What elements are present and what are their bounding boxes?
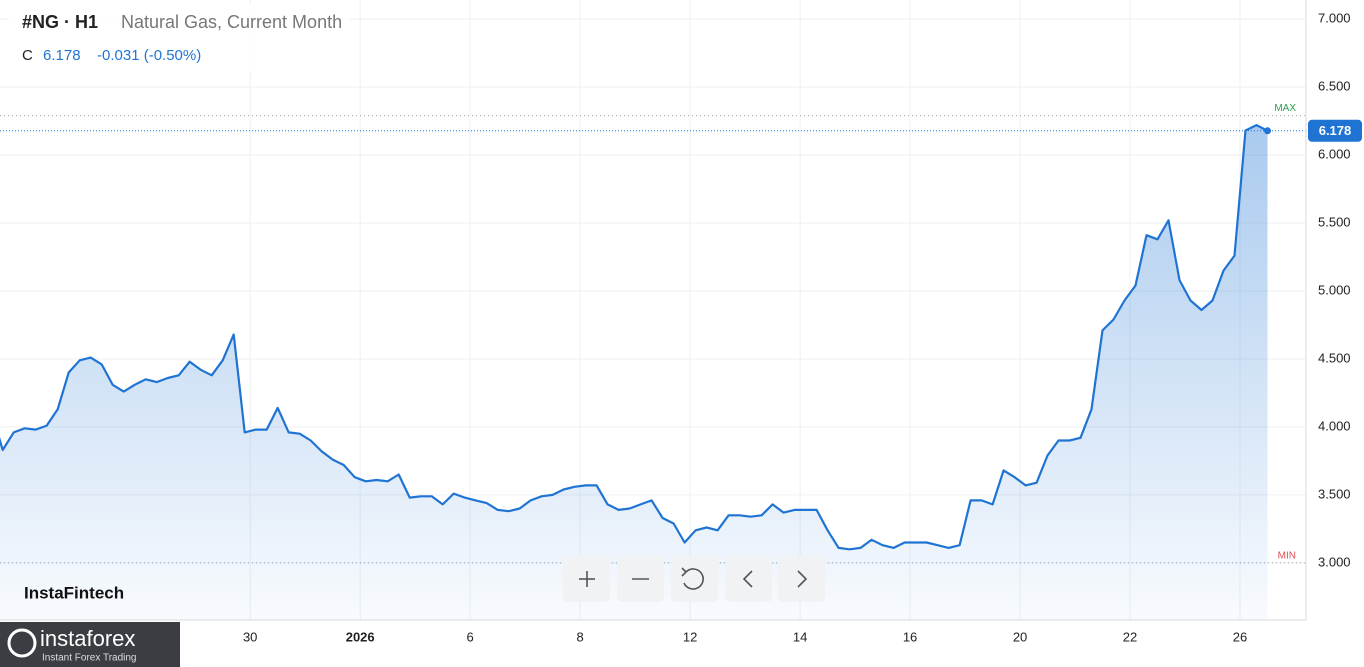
logo-tagline: Instant Forex Trading [42, 653, 137, 664]
x-tick-label: 26 [1233, 629, 1247, 644]
x-tick-label: 2026 [346, 629, 375, 644]
y-tick-label: 3.000 [1318, 554, 1351, 569]
symbol: #NG · H1 [22, 12, 98, 32]
y-tick-label: 5.500 [1318, 214, 1351, 229]
y-tick-label: 7.000 [1318, 10, 1351, 25]
watermark: InstaFintech [24, 583, 124, 602]
ticks: 3.000 3.500 4.000 4.500 5.000 5.500 6.000 6.500… [243, 10, 1351, 644]
logo: instaforex Instant Forex Trading [0, 622, 180, 667]
y-tick-label: 5.000 [1318, 282, 1351, 297]
x-tick-label: 30 [243, 629, 257, 644]
x-tick-label: 8 [577, 629, 584, 644]
close-badge [1308, 119, 1362, 142]
y-tick-label: 6.500 [1318, 78, 1351, 93]
last-point [1264, 127, 1272, 135]
reset-button[interactable] [671, 556, 718, 602]
price-line [0, 124, 1269, 551]
y-tick-label: 4.500 [1318, 350, 1351, 365]
zoom-in-button[interactable] [563, 556, 610, 602]
scroll-left-button[interactable] [725, 556, 772, 602]
x-tick-label: 22 [1123, 629, 1137, 644]
series [0, 124, 1269, 620]
instrument-name: Natural Gas, Current Month [121, 12, 342, 32]
logo-name: instaforex [40, 626, 135, 651]
x-tick-label: 12 [683, 629, 697, 644]
level-label: MAX [1274, 103, 1296, 114]
level-label: MIN [1278, 551, 1296, 562]
y-tick-label: 4.000 [1318, 418, 1351, 433]
x-tick-label: 20 [1013, 629, 1027, 644]
change: -0.031 (-0.50%) [97, 47, 201, 64]
toolbar [563, 556, 825, 602]
scroll-right-button[interactable] [778, 556, 825, 602]
zoom-out-button[interactable] [617, 556, 664, 602]
x-tick-label: 14 [793, 629, 807, 644]
close-label: C [22, 47, 33, 64]
y-tick-label: 6.000 [1318, 146, 1351, 161]
y-tick-label: 3.500 [1318, 486, 1351, 501]
logo-icon [7, 628, 37, 658]
x-tick-label: 6 [467, 629, 474, 644]
logo-background [0, 622, 180, 667]
close-badge-label: 6.178 [1319, 123, 1352, 138]
x-tick-label: 16 [903, 629, 917, 644]
area [0, 125, 1268, 620]
close-value: 6.178 [43, 47, 81, 64]
legend-box [8, 4, 350, 72]
